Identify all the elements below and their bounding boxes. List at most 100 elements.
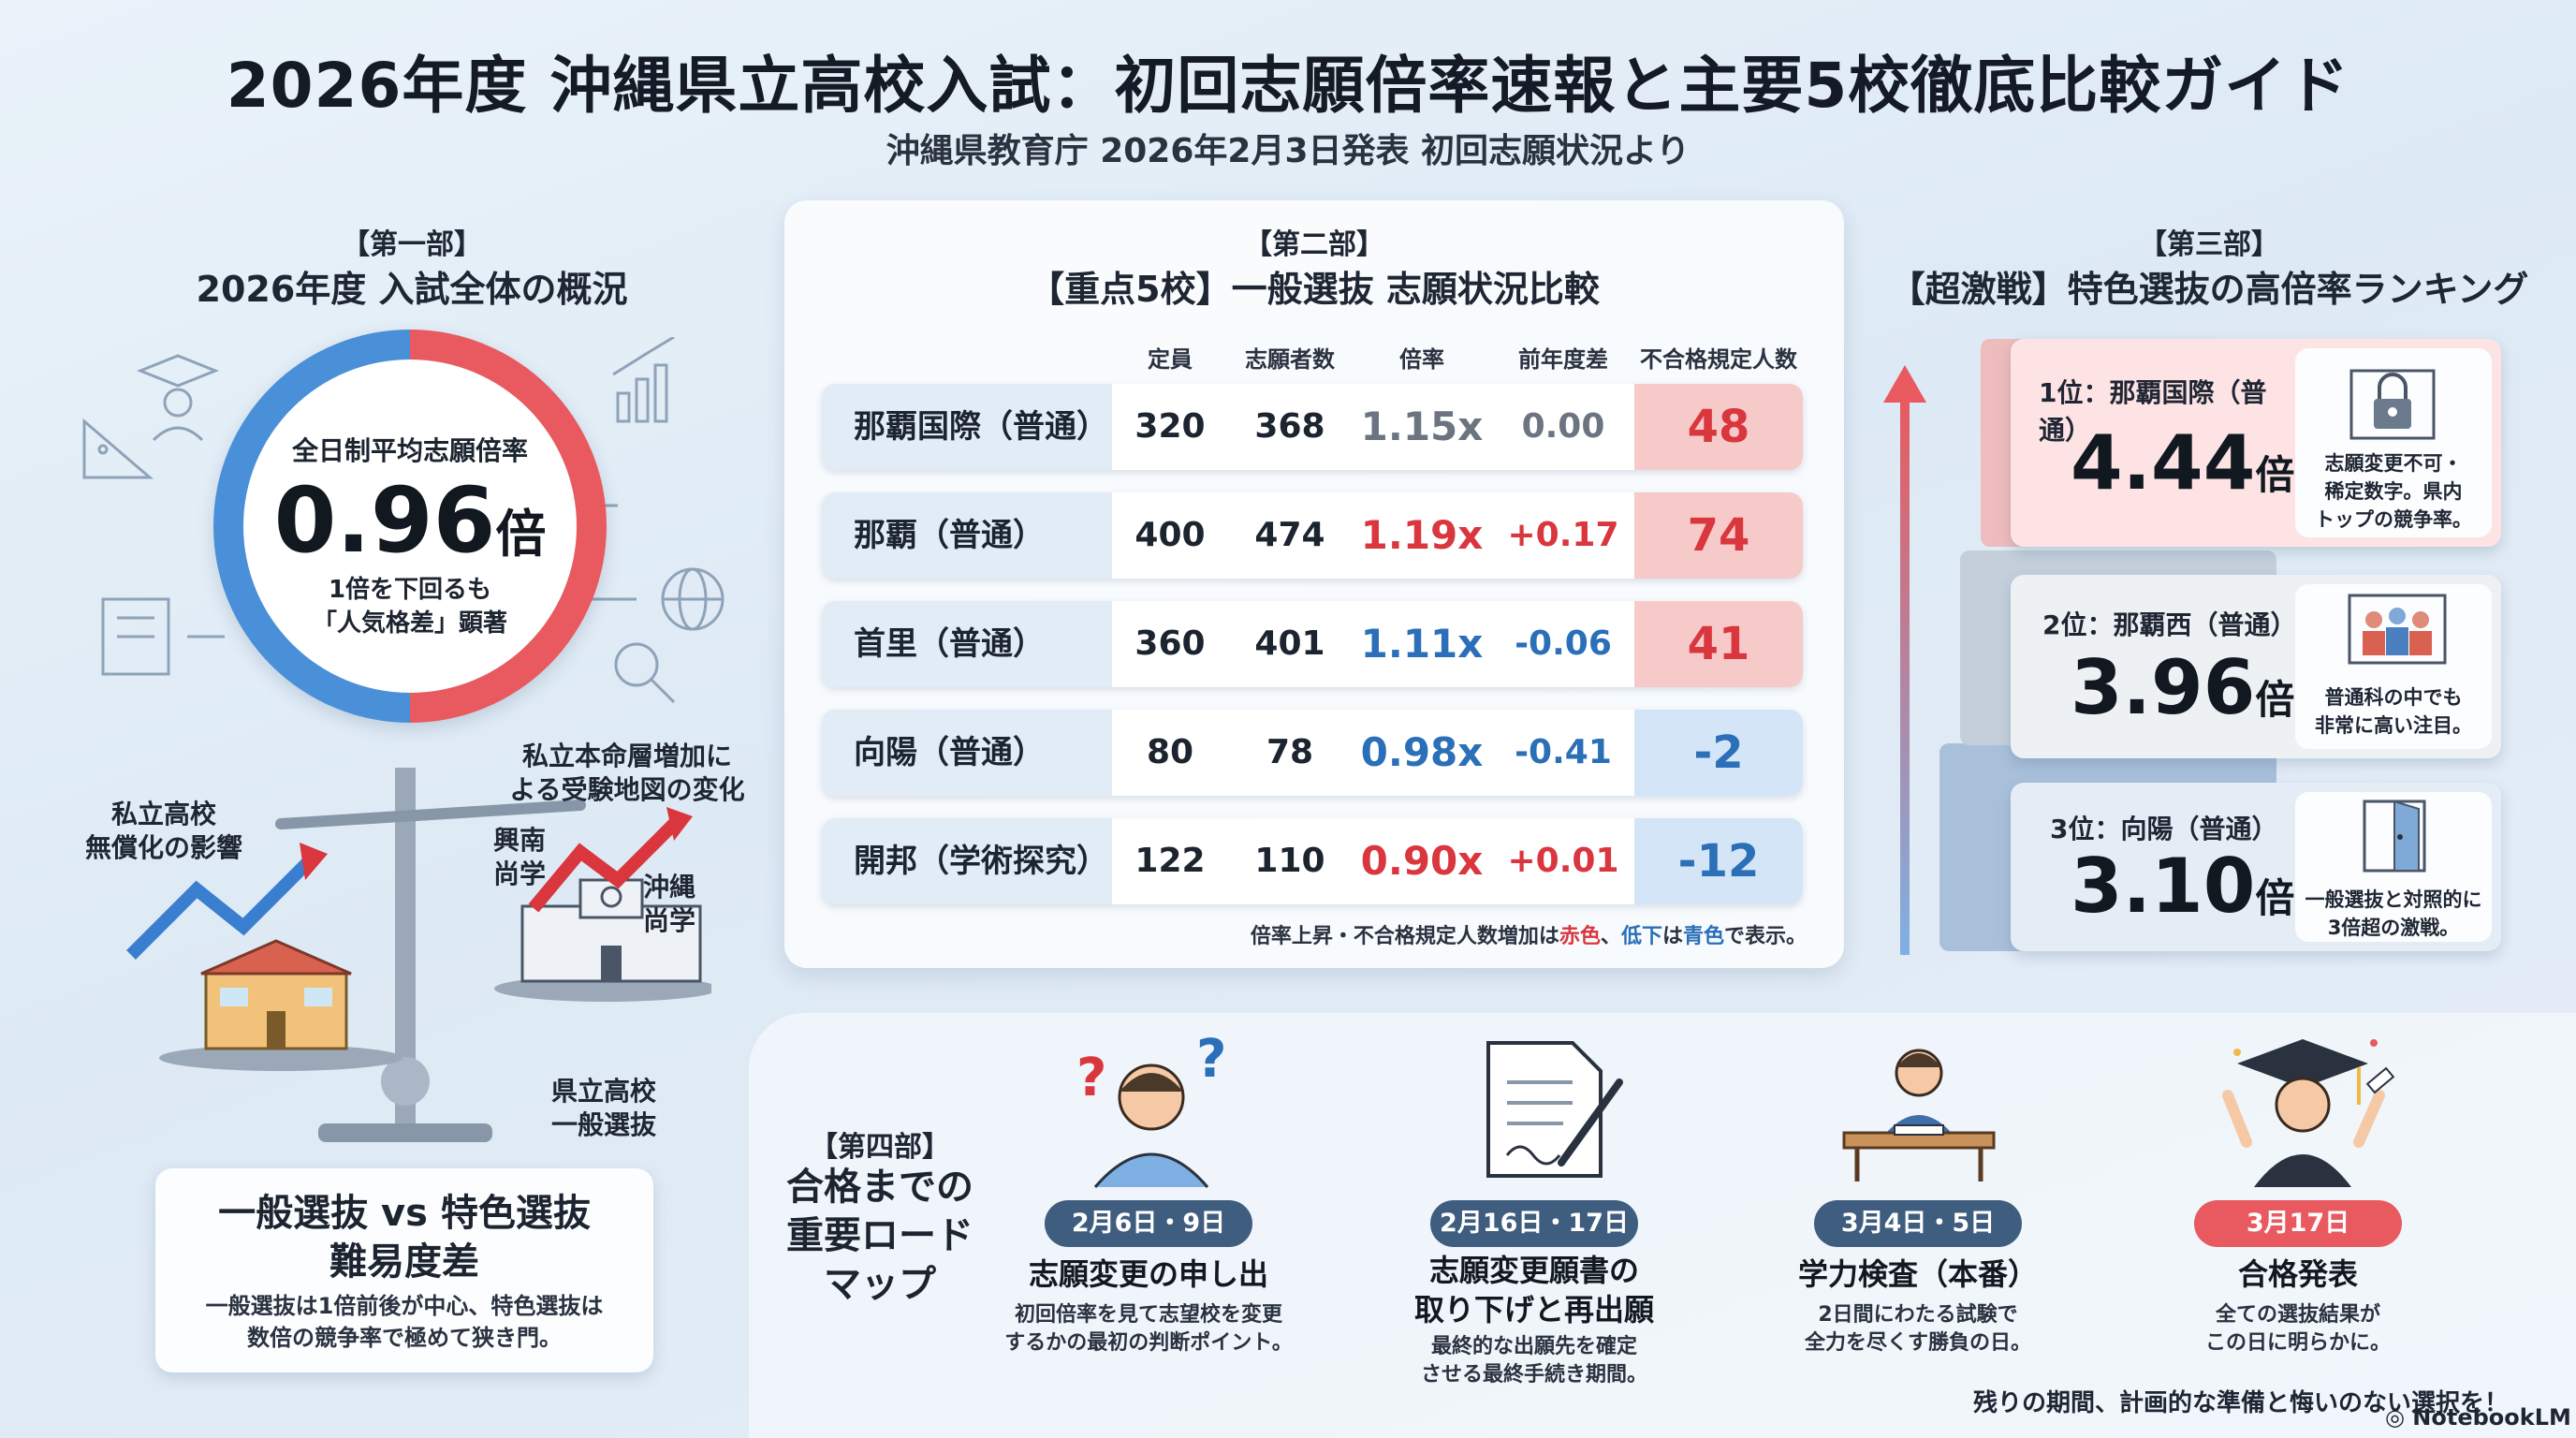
step1-title: 志願変更の申し出 (1028, 1256, 1268, 1292)
rank-value-1: 4.44倍 (2071, 419, 2295, 506)
table-legend-note: 倍率上昇・不合格規定人数増加は赤色、低下は青色で表示。 (1250, 925, 1807, 948)
closing-message: 残りの期間、計画的な準備と悔いのない選択を！ (1972, 1389, 2509, 1417)
left-plate (159, 1045, 402, 1071)
rank-value-2: 3.96倍 (2071, 644, 2295, 731)
page-title: 2026年度 沖縄県立高校入試：初回志願倍率速報と主要5校徹底比較ガイド (226, 50, 2350, 122)
row-ratio: 0.98x (1360, 729, 1484, 775)
math-tools-icon (82, 418, 154, 479)
row-school-name: 那覇国際（普通） (854, 408, 1108, 446)
row-applicants: 78 (1266, 733, 1314, 771)
crowd-icon (2348, 594, 2447, 665)
row-school-name: 向陽（普通） (854, 734, 1045, 771)
row-diff: +0.01 (1507, 842, 1619, 880)
row-fail-bg (1634, 492, 1803, 579)
rank-label-2: 2位：那覇西（普通） (2042, 609, 2297, 640)
step2-text: 最終的な出願先を確定 させる最終手続き期間。 (1420, 1335, 1647, 1387)
magnifier-icon (614, 642, 676, 704)
ranking-arrow-icon (1883, 365, 1926, 955)
document-pen-icon (1486, 1041, 1623, 1178)
row-fail: -2 (1693, 726, 1744, 779)
row-ratio: 1.15x (1360, 404, 1484, 449)
difficulty-card (155, 1168, 653, 1372)
row-ratio: 1.19x (1360, 512, 1484, 558)
section1-title: 2026年度 入試全体の概況 (196, 269, 628, 310)
graduate-outline-icon (136, 354, 220, 442)
difficulty-card-text: 一般選抜は1倍前後が中心、特色選抜は 数倍の競争率で極めて狭き門。 (205, 1293, 604, 1351)
section3-tag: 【第三部】 (2139, 228, 2279, 261)
door-icon (2363, 800, 2426, 873)
row-capacity: 80 (1146, 733, 1194, 771)
thinking-person-icon: ? ? (1076, 1030, 1226, 1188)
row-fail: 41 (1687, 618, 1750, 670)
row-ratio: 1.11x (1360, 621, 1484, 667)
row-fail-bg (1634, 818, 1803, 904)
notebooklm-logo: ◎ NotebookLM (2385, 1404, 2571, 1431)
svg-text:?: ? (1196, 1030, 1226, 1090)
scale-post (395, 768, 416, 1123)
col-header-fail: 不合格規定人数 (1640, 346, 1797, 373)
step3-text: 2日間にわたる試験で 全力を尽くす勝負の日。 (1804, 1303, 2031, 1355)
step3-title: 学力検査（本番） (1797, 1256, 2038, 1292)
section2-tag: 【第二部】 (1244, 228, 1384, 261)
average-ratio-note: 1倍を下回るも 「人気格差」顕著 (312, 576, 507, 638)
row-school-name: 那覇（普通） (854, 517, 1045, 554)
step4-text: 全ての選抜結果が この日に明らかに。 (2204, 1303, 2391, 1355)
bar-chart-icon (612, 337, 675, 423)
section3-title: 【超激戦】特色選抜の高倍率ランキング (1889, 269, 2529, 310)
row-name-bg (822, 710, 1112, 796)
scale-bottom-label: 県立高校 一般選抜 (550, 1076, 656, 1140)
average-ratio-value: 0.96倍 (273, 468, 547, 573)
school-konan-label: 興南 尚学 (492, 825, 546, 889)
row-name-bg (822, 818, 1112, 904)
rise-arrow-red (528, 819, 679, 913)
rank-note-3: 一般選抜と対照的に 3倍超の激戦。 (2305, 888, 2482, 939)
page-subtitle: 沖縄県教育庁 2026年2月3日発表 初回志願状況より (886, 132, 1690, 170)
row-school-name: 首里（普通） (854, 625, 1045, 663)
row-name-bg (822, 601, 1112, 687)
rise-arrow-head (300, 843, 328, 880)
section1-tag: 【第一部】 (342, 228, 482, 261)
row-capacity: 400 (1134, 516, 1206, 554)
step1-date-pill: 2月6日・9日 (1045, 1200, 1252, 1247)
step2-date-pill: 2月16日・17日 (1430, 1200, 1638, 1247)
row-capacity: 360 (1134, 624, 1206, 663)
rank-value-3: 3.10倍 (2071, 843, 2295, 930)
scale-base (318, 1123, 492, 1142)
row-fail: 48 (1687, 401, 1750, 453)
row-fail-bg (1634, 710, 1803, 796)
section4-tag: 【第四部】 (810, 1131, 950, 1164)
private-school-building-icon (200, 939, 352, 1050)
row-school-name: 開邦（学術探究） (854, 843, 1108, 880)
rank-label-3: 3位：向陽（普通） (2050, 814, 2278, 844)
graduate-icon (2222, 1039, 2395, 1187)
step3-date-pill: 3月4日・5日 (1814, 1200, 2022, 1247)
rank-note-box-1 (2295, 348, 2492, 537)
row-fail: -12 (1677, 835, 1760, 888)
rise-arrow-blue (126, 857, 314, 960)
row-capacity: 320 (1134, 407, 1206, 446)
row-applicants: 401 (1254, 624, 1325, 663)
building-outline-icon (101, 597, 170, 676)
row-fail-bg (1634, 384, 1803, 470)
exam-desk-icon (1842, 1049, 1996, 1181)
row-name-bg (822, 492, 1112, 579)
row-applicants: 368 (1254, 407, 1325, 446)
col-header-ratio: 倍率 (1399, 346, 1444, 373)
step4-date-pill: 3月17日 (2194, 1200, 2402, 1247)
row-fail: 74 (1687, 509, 1750, 562)
row-fail-bg (1634, 601, 1803, 687)
scale-left-label: 私立高校 無償化の影響 (84, 799, 242, 863)
col-header-applicants: 志願者数 (1245, 346, 1335, 373)
scale-right-top-label: 私立本命層増加に よる受験地図の変化 (509, 741, 745, 805)
rank-note-1: 志願変更不可・ 稀定数字。県内 トップの競争率。 (2315, 452, 2472, 531)
step2-title: 志願変更願書の 取り下げと再出願 (1413, 1253, 1654, 1328)
row-diff: +0.17 (1507, 516, 1619, 554)
row-name-bg (822, 384, 1112, 470)
row-diff: 0.00 (1521, 407, 1605, 446)
balance-scale-illustration (126, 768, 711, 1142)
rank-label-1: 1位：那覇国際（普通） (2039, 377, 2267, 446)
rank-note-2: 普通科の中でも 非常に高い注目。 (2315, 686, 2472, 737)
row-capacity: 122 (1134, 842, 1206, 880)
row-applicants: 474 (1254, 516, 1325, 554)
section2-title: 【重点5校】一般選抜 志願状況比較 (1029, 269, 1600, 310)
